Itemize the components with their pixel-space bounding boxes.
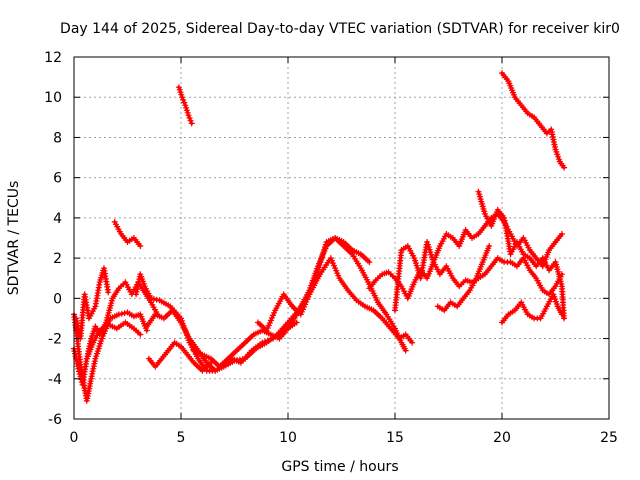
data-point xyxy=(148,295,154,302)
series-arc-10 xyxy=(190,319,300,370)
data-point xyxy=(188,120,195,127)
data-point xyxy=(180,96,187,103)
series-arc-12 xyxy=(366,255,565,302)
data-point xyxy=(137,331,144,338)
series-arc-16 xyxy=(499,291,565,326)
y-tick-label: 0 xyxy=(53,291,62,307)
x-tick-label: 25 xyxy=(600,430,618,446)
series-arc-8 xyxy=(145,339,214,374)
data-point xyxy=(366,259,373,266)
chart-title: Day 144 of 2025, Sidereal Day-to-day VTE… xyxy=(60,21,620,37)
series-arc-11 xyxy=(255,235,373,334)
y-tick-label: 2 xyxy=(53,251,62,267)
data-point xyxy=(186,115,193,121)
x-tick-label: 15 xyxy=(386,430,404,446)
series-arc-5 xyxy=(111,218,144,249)
series-arc-17 xyxy=(499,70,568,171)
x-tick-label: 0 xyxy=(70,430,79,446)
series-arc-4 xyxy=(83,279,161,362)
data-point xyxy=(561,164,568,171)
y-tick-label: -6 xyxy=(48,412,62,428)
y-tick-label: 4 xyxy=(53,211,62,227)
data-point xyxy=(187,117,194,124)
y-tick-label: 8 xyxy=(53,130,62,146)
x-tick-label: 5 xyxy=(177,430,186,446)
series-arc-7 xyxy=(143,255,416,374)
data-point xyxy=(137,243,144,249)
x-tick-label: 10 xyxy=(279,430,297,446)
data-point xyxy=(402,347,409,354)
x-tick-label: 20 xyxy=(493,430,511,446)
grid-layer xyxy=(74,57,609,419)
data-point xyxy=(185,112,192,119)
data-point xyxy=(181,99,188,106)
data-point xyxy=(558,311,565,318)
axis-layer: 0 5 10 15 20 25 -6 -4 -2 0 2 4 6 8 10 12 xyxy=(44,50,618,446)
plot-frame xyxy=(73,56,610,420)
y-tick-label: -4 xyxy=(48,372,62,388)
data-point xyxy=(179,94,186,101)
series-arc-3 xyxy=(73,265,112,342)
x-axis-label: GPS time / hours xyxy=(281,459,398,475)
data-point xyxy=(561,315,568,322)
data-point xyxy=(293,319,300,326)
data-point xyxy=(486,243,493,249)
y-tick-label: 10 xyxy=(44,90,62,106)
data-point xyxy=(105,289,112,296)
data-point xyxy=(409,339,416,346)
y-tick-label: -2 xyxy=(48,332,62,348)
series-arc-9 xyxy=(175,84,195,127)
series-layer xyxy=(71,70,568,404)
data-point xyxy=(118,310,125,317)
y-tick-label: 6 xyxy=(53,171,62,187)
y-tick-label: 12 xyxy=(44,50,62,66)
series-arc-15 xyxy=(475,188,568,322)
data-point xyxy=(150,296,157,302)
data-point xyxy=(558,231,565,237)
data-point xyxy=(121,310,128,317)
series-arc-14 xyxy=(434,243,493,314)
y-axis-label: SDTVAR / TECUs xyxy=(6,181,22,296)
